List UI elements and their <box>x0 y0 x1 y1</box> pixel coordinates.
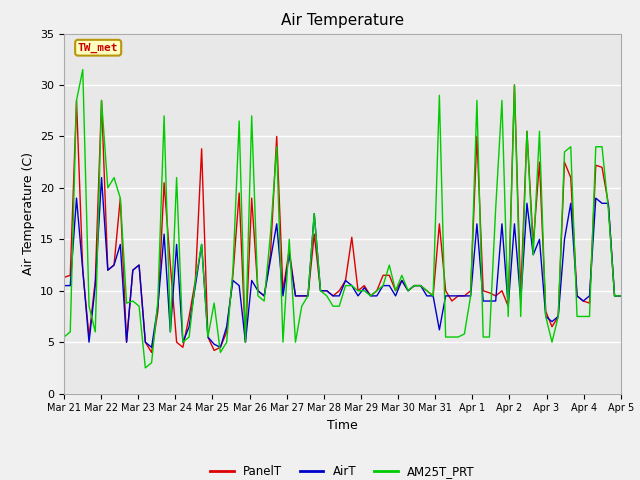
PanelT <box>148 349 156 355</box>
PanelT <box>135 262 143 268</box>
AirT <box>148 345 156 350</box>
PanelT <box>454 293 462 299</box>
AM25T_PRT <box>241 339 249 345</box>
Legend: PanelT, AirT, AM25T_PRT: PanelT, AirT, AM25T_PRT <box>205 461 479 480</box>
AM25T_PRT <box>548 339 556 345</box>
X-axis label: Time: Time <box>327 419 358 432</box>
AirT <box>604 201 612 206</box>
PanelT <box>536 159 543 165</box>
AirT <box>98 175 106 180</box>
PanelT <box>60 275 68 280</box>
Title: Air Temperature: Air Temperature <box>281 13 404 28</box>
AM25T_PRT <box>536 129 543 134</box>
AirT <box>241 339 249 345</box>
PanelT <box>236 190 243 196</box>
AM25T_PRT <box>461 331 468 337</box>
AirT <box>141 339 149 345</box>
AirT <box>617 293 625 299</box>
Line: PanelT: PanelT <box>64 85 621 352</box>
PanelT <box>511 82 518 88</box>
Line: AirT: AirT <box>64 178 621 348</box>
AM25T_PRT <box>79 67 86 72</box>
AM25T_PRT <box>617 293 625 299</box>
Text: TW_met: TW_met <box>78 43 118 53</box>
PanelT <box>548 324 556 330</box>
AM25T_PRT <box>604 205 612 211</box>
AirT <box>536 237 543 242</box>
PanelT <box>617 293 625 299</box>
PanelT <box>604 201 612 206</box>
Y-axis label: Air Temperature (C): Air Temperature (C) <box>22 152 35 275</box>
Line: AM25T_PRT: AM25T_PRT <box>64 70 621 368</box>
AirT <box>548 319 556 324</box>
AM25T_PRT <box>148 360 156 366</box>
AM25T_PRT <box>60 334 68 340</box>
AirT <box>461 293 468 299</box>
AM25T_PRT <box>141 365 149 371</box>
AirT <box>60 283 68 288</box>
